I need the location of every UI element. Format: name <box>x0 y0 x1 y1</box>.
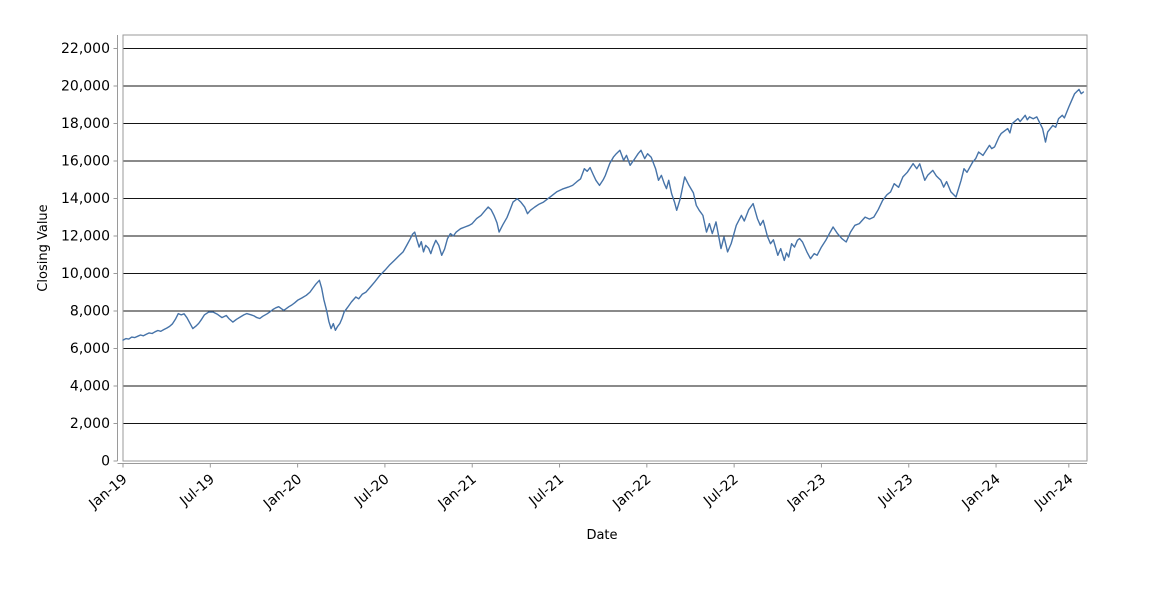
x-axis-title: Date <box>586 528 617 543</box>
x-tick-label: Jan-20 <box>260 471 305 512</box>
x-tick-label: Jan-19 <box>85 471 130 512</box>
x-tick-label: Jan-21 <box>435 471 480 512</box>
x-tick-label: Jul-22 <box>700 471 742 509</box>
plot-border <box>122 34 1088 462</box>
x-tick-label: Jan-23 <box>784 471 829 512</box>
y-tick-label: 18,000 <box>61 116 110 132</box>
y-tick-label: 8,000 <box>70 304 110 320</box>
series-line-closing-value <box>122 88 1085 341</box>
axes <box>113 34 1088 468</box>
x-tick-label: Jan-24 <box>959 471 1004 513</box>
y-tick-label: 4,000 <box>70 379 110 395</box>
x-tick-label: Jul-20 <box>351 471 393 509</box>
y-tick-label: 0 <box>101 454 110 470</box>
gridlines <box>123 48 1087 462</box>
x-tick-label: Jun-24 <box>1031 471 1076 513</box>
y-tick-label: 10,000 <box>61 266 110 282</box>
y-tick-label: 22,000 <box>61 41 110 57</box>
y-tick-label: 14,000 <box>61 191 110 207</box>
x-tick-label: Jul-23 <box>875 471 917 509</box>
y-tick-label: 12,000 <box>61 229 110 245</box>
y-tick-label: 2,000 <box>70 416 110 432</box>
x-tick-label: Jan-22 <box>609 471 654 512</box>
y-axis-title: Closing Value <box>36 204 51 291</box>
y-tick-label: 6,000 <box>70 341 110 357</box>
x-tick-label: Jul-19 <box>176 471 218 509</box>
y-tick-label: 20,000 <box>61 79 110 95</box>
y-tick-label: 16,000 <box>61 154 110 170</box>
x-tick-label: Jul-21 <box>526 471 568 509</box>
tick-labels: 0 2,000 4,000 6,000 8,000 10,000 12,000 14,000 1… <box>61 41 1076 513</box>
